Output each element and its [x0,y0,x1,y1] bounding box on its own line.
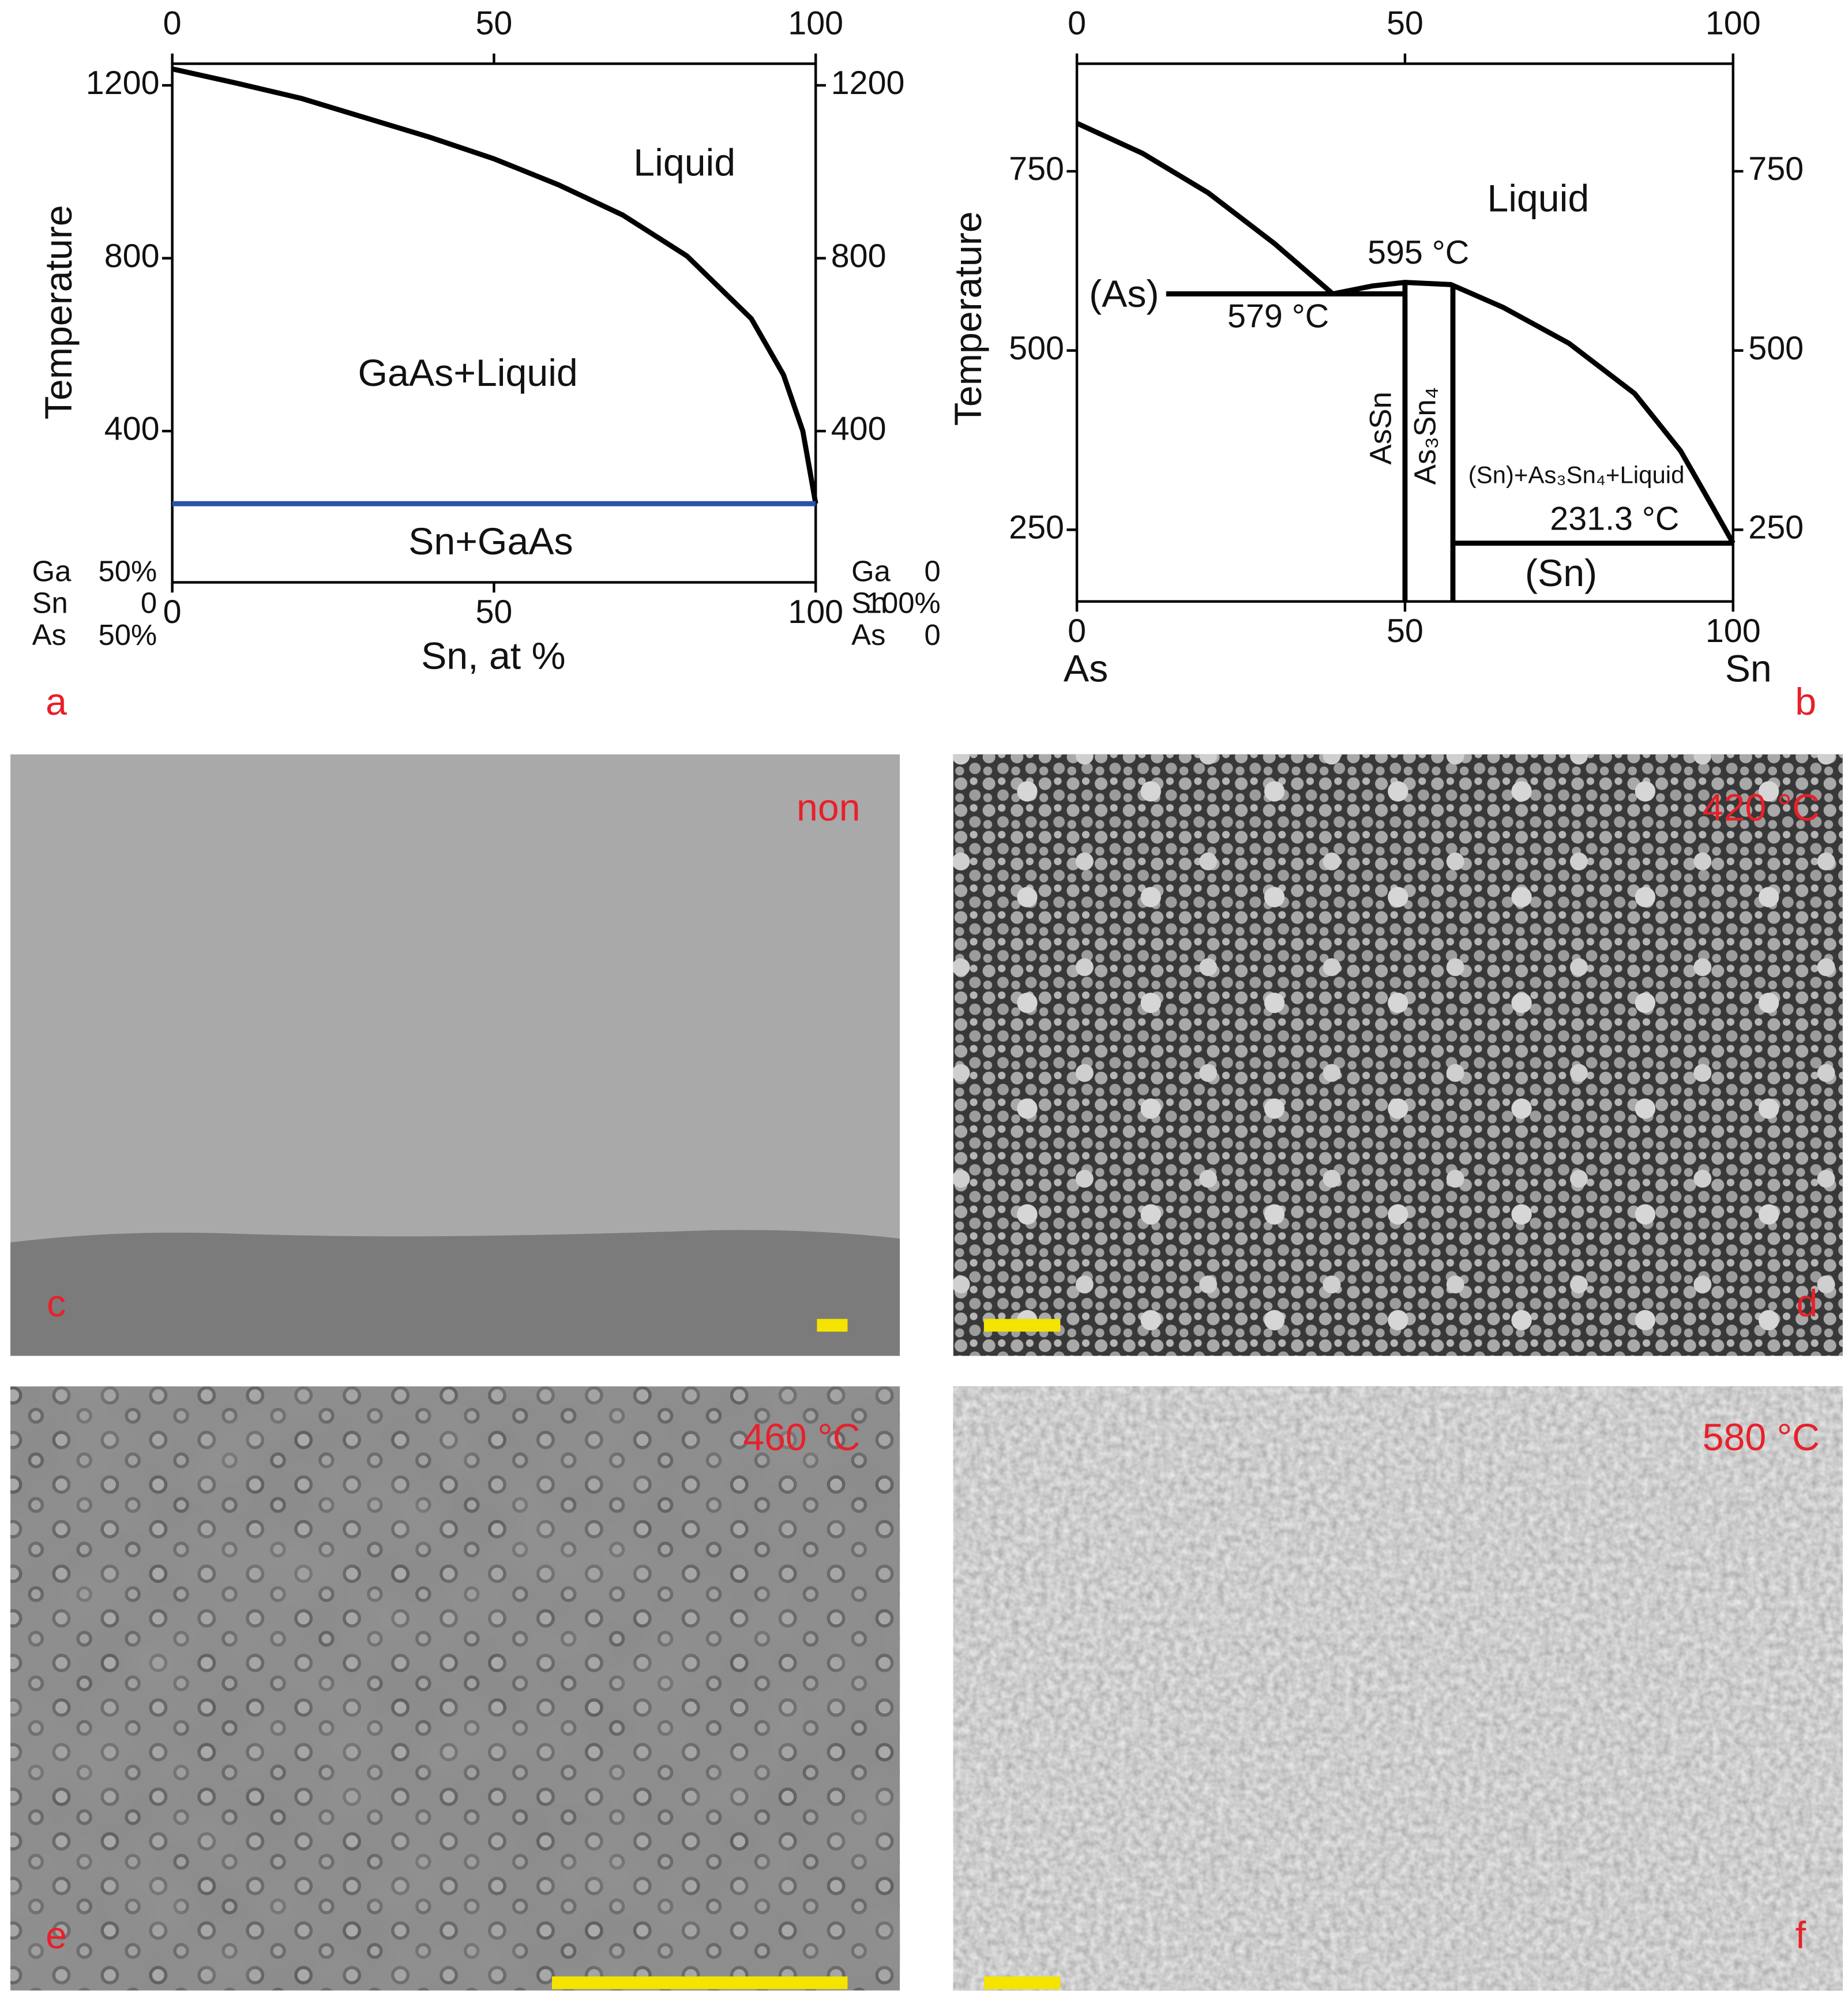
sem-panels [10,754,1843,1991]
y-tick-label: 750 [1009,151,1064,187]
x-tick-label: 0 [163,5,182,42]
composition-label: Ga [851,555,891,588]
x-tick-label: 0 [1068,5,1086,42]
y-tick-label: 500 [1009,330,1064,367]
panel-letter: d [1796,1282,1817,1325]
composition-label: As [851,618,885,651]
y-axis-label: Temperature [37,205,80,419]
x-tick-label: 50 [1387,5,1423,42]
y-tick-label: 1200 [831,65,905,102]
panel-letter: e [46,1915,67,1957]
region-label: (As) [1089,273,1159,316]
x-tick-label: 100 [1706,613,1761,650]
x-axis-label: Sn, at % [421,635,565,678]
composition-label: Sn [851,587,887,620]
x-tick-label: 0 [1068,613,1086,650]
scale-bar [817,1319,848,1332]
x-tick-label: 100 [788,594,843,630]
region-label: 579 °C [1227,298,1329,335]
composition-label: Ga [32,555,72,588]
element-label: Sn [1725,648,1772,690]
composition-label: Sn [32,587,68,620]
y-tick-label: 750 [1748,151,1804,187]
composition-label: As [32,618,66,651]
y-tick-label: 250 [1748,509,1804,546]
panel-condition: non [797,786,861,829]
panel-letter: f [1796,1915,1806,1957]
panel-condition: 460 °C [743,1416,860,1459]
composition-label: 50% [98,555,157,588]
scale-bar [983,1319,1061,1332]
panel-letter: b [1795,681,1816,723]
sem-particles-large [953,754,1843,1356]
x-tick-label: 100 [1706,5,1761,42]
x-tick-label: 0 [163,594,182,630]
region-label: GaAs+Liquid [358,352,578,395]
sem-shading [10,1386,900,1991]
region-label: (Sn) [1525,552,1597,595]
y-tick-label: 400 [831,410,887,447]
x-tick-label: 50 [475,5,512,42]
region-label: Liquid [633,142,735,185]
region-label: 231.3 °C [1550,501,1679,538]
x-tick-label: 50 [1387,613,1423,650]
composition-label: 0 [141,587,157,620]
composition-label: 50% [98,618,157,651]
panel-letter: a [46,681,67,723]
series-line [1332,280,1736,545]
sem-image-f [953,1386,1843,1991]
x-tick-label: 100 [788,5,843,42]
region-label: AsSn [1364,392,1398,465]
panel-letter: c [47,1282,66,1325]
scale-bar [551,1976,848,1990]
series-line [1076,121,1335,296]
y-tick-label: 800 [104,238,160,275]
composition-label: 0 [924,555,940,588]
region-label: As₃Sn₄ [1408,387,1443,485]
x-tick-label: 50 [475,594,512,630]
y-tick-label: 1200 [86,65,160,102]
element-label: As [1064,648,1108,690]
y-tick-label: 800 [831,238,887,275]
y-axis-label: Temperature [947,211,990,426]
region-label: 595 °C [1368,234,1469,271]
region-label: Liquid [1487,178,1589,220]
composition-label: 0 [924,618,940,651]
panel-condition: 420 °C [1703,786,1820,829]
region-label: Sn+GaAs [408,520,573,563]
composition-label: 100% [866,587,941,620]
y-tick-label: 250 [1009,509,1064,546]
sem-substrate [10,1230,900,1356]
series-line [171,66,818,504]
scale-bar [983,1976,1061,1990]
region-label: (Sn)+As₃Sn₄+Liquid [1468,461,1685,488]
y-tick-label: 500 [1748,330,1804,367]
y-tick-label: 400 [104,410,160,447]
panel-condition: 580 °C [1703,1416,1820,1459]
